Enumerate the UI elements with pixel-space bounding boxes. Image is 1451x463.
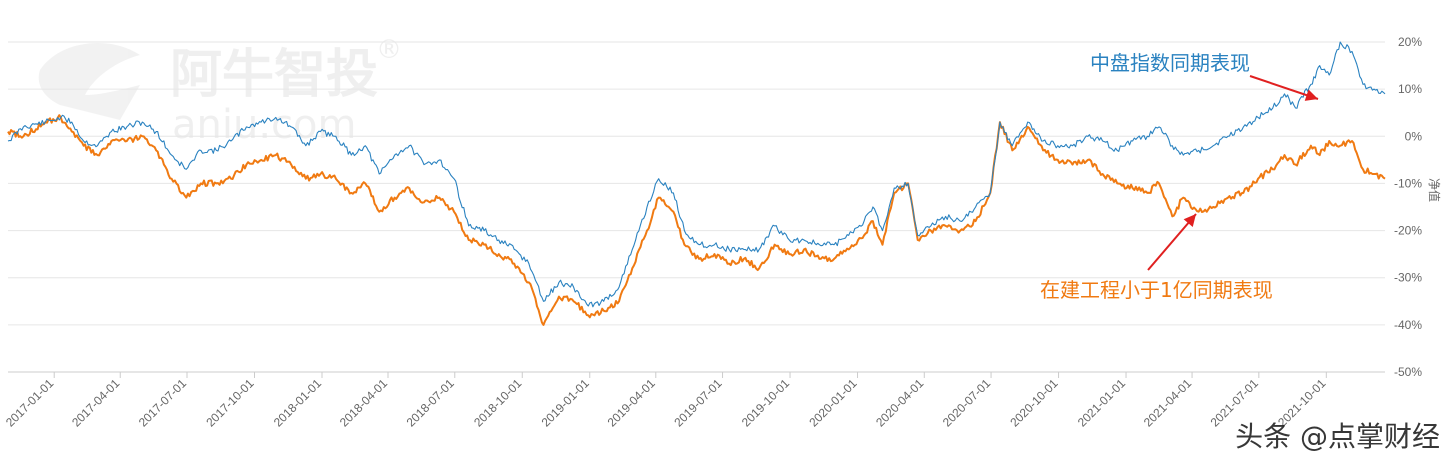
aniu-logo-icon xyxy=(38,43,140,120)
x-tick-label: 2019-10-01 xyxy=(739,376,793,430)
watermark-registered-mark: ® xyxy=(376,35,402,65)
y-axis-label: 净值 xyxy=(1427,178,1442,202)
series-line-midcap-index xyxy=(7,41,1386,308)
annotation-label-construction: 在建工程小于1亿同期表现 xyxy=(1040,278,1273,302)
series-line-construction xyxy=(7,114,1386,326)
y-tick-label: -40% xyxy=(1394,318,1422,332)
x-tick-label: 2021-01-01 xyxy=(1075,376,1129,430)
x-tick-label: 2017-01-01 xyxy=(3,376,57,430)
x-tick-label: 2017-04-01 xyxy=(69,376,123,430)
y-tick-label: -10% xyxy=(1394,176,1422,190)
arrowhead-icon xyxy=(1304,89,1318,101)
x-tick-label: 2020-01-01 xyxy=(806,376,860,430)
x-tick-label: 2019-04-01 xyxy=(605,376,659,430)
x-tick-label: 2017-10-01 xyxy=(203,376,257,430)
gridlines xyxy=(8,41,1385,373)
x-tick-label: 2020-04-01 xyxy=(873,376,927,430)
x-tick-label: 2021-04-01 xyxy=(1141,376,1195,430)
y-tick-label: -50% xyxy=(1394,365,1422,379)
annotation-orange: 在建工程小于1亿同期表现 xyxy=(1040,213,1273,302)
x-tick-label: 2019-01-01 xyxy=(539,376,593,430)
x-tick-label: 2018-01-01 xyxy=(271,376,325,430)
watermark-bottom-right: 头条 @点掌财经 xyxy=(1235,420,1440,453)
x-tick-label: 2020-10-01 xyxy=(1007,376,1061,430)
y-tick-label: -20% xyxy=(1394,224,1422,238)
x-tick-label: 2018-07-01 xyxy=(404,376,458,430)
arrowhead-icon xyxy=(1183,214,1196,228)
annotation-blue: 中盘指数同期表现 xyxy=(1090,51,1319,101)
watermark-url-text: aniu.com xyxy=(172,102,356,148)
y-tick-label: 20% xyxy=(1398,35,1422,49)
y-axis-ticks: 20% 10% 0% -10% -20% -30% -40% -50% xyxy=(1394,35,1422,379)
x-tick-label: 2018-04-01 xyxy=(337,376,391,430)
x-tick-label: 2019-07-01 xyxy=(671,376,725,430)
x-tick-label: 2020-07-01 xyxy=(940,376,994,430)
y-tick-label: 0% xyxy=(1405,129,1423,143)
y-tick-label: -30% xyxy=(1394,271,1422,285)
x-tick-label: 2017-07-01 xyxy=(136,376,190,430)
annotation-arrow xyxy=(1147,213,1197,271)
x-tick-label: 2018-10-01 xyxy=(471,376,525,430)
x-axis: 2017-01-01 2017-04-01 2017-07-01 2017-10-01… xyxy=(3,371,1385,430)
y-tick-label: 10% xyxy=(1398,82,1422,96)
watermark-logo-text: 阿牛智投 xyxy=(170,45,378,105)
aniu-watermark: 阿牛智投 ® aniu.com xyxy=(38,35,402,148)
annotation-label-midcap-index: 中盘指数同期表现 xyxy=(1090,51,1250,75)
series-layer xyxy=(7,41,1386,326)
